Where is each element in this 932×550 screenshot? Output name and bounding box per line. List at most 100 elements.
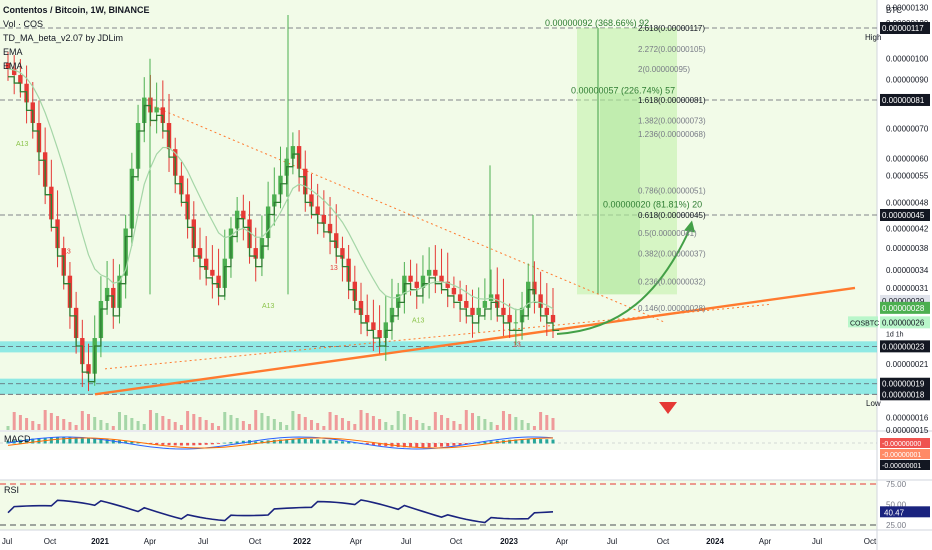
candle-body (340, 248, 345, 259)
macd-histogram-bar (173, 443, 177, 446)
macd-histogram-bar (186, 443, 190, 446)
macd-histogram-bar (192, 443, 196, 446)
macd-histogram-bar (520, 439, 524, 444)
macd-histogram-bar (93, 438, 97, 444)
volume-bar (99, 420, 103, 430)
fib-level-label: 0.146(0.00000028) (638, 304, 706, 313)
rsi-line (7, 499, 554, 524)
candle-body (5, 62, 11, 69)
fib-level-label: 1.382(0.00000073) (638, 116, 706, 125)
macd-histogram-bar (235, 441, 239, 444)
macd-histogram-bar (241, 440, 245, 444)
macd-histogram-bar (477, 442, 481, 444)
fib-level-label: 0.5(0.00000041) (638, 229, 697, 238)
volume-bar (248, 424, 252, 430)
price-tick-label: 0.00000100 (886, 55, 929, 64)
candle-body (513, 322, 519, 324)
volume-bar (316, 423, 320, 430)
time-axis-label: Oct (44, 537, 57, 546)
vol-label[interactable]: Vol · COS (3, 19, 44, 29)
macd-histogram-bar (6, 441, 10, 444)
macd-histogram-bar (452, 443, 456, 446)
projection-box (600, 92, 640, 295)
candle-body (389, 307, 395, 323)
candle-body (414, 281, 419, 288)
rising-trendline-dotted (104, 303, 771, 370)
volume-bar (402, 414, 406, 430)
td-marker: A13 (16, 141, 29, 148)
volume-bar (31, 421, 35, 430)
volume-bar (74, 425, 78, 430)
macd-histogram-bar (508, 439, 512, 444)
price-tick-label: 0.00000042 (886, 225, 929, 234)
symbol-title[interactable]: Contentos / Bitcoin, 1W, BINANCE (3, 5, 150, 15)
candle-body (439, 275, 444, 282)
candle-body (445, 281, 450, 288)
support-zone (0, 378, 877, 395)
volume-bar (340, 418, 344, 430)
time-axis-label: Jul (401, 537, 411, 546)
volume-bar (371, 416, 375, 430)
volume-bar (111, 426, 115, 430)
volume-bar (279, 422, 282, 430)
price-badge-label: 0.00000023 (882, 342, 925, 351)
projection-box (577, 28, 677, 295)
fib-level-label: 0.618(0.00000045) (638, 211, 706, 220)
volume-bar (409, 417, 413, 430)
candle-body (315, 206, 320, 215)
macd-histogram-bar (551, 439, 555, 444)
candle-body (371, 322, 376, 331)
macd-histogram-bar (136, 442, 140, 444)
volume-bar (148, 410, 152, 430)
volume-bar (173, 422, 177, 430)
volume-bar (365, 413, 369, 430)
ema-label-1[interactable]: EMA (3, 47, 23, 57)
candle-body (408, 275, 413, 282)
indicator-label[interactable]: TD_MA_beta_v2.07 by JDLim (3, 33, 124, 43)
price-tick-label: 0.00000016 (886, 413, 929, 422)
macd-histogram-bar (309, 439, 313, 444)
ema-label-2[interactable]: EMA (3, 61, 23, 71)
volume-bar (43, 410, 47, 430)
candle-body (426, 269, 432, 276)
volume-bar (421, 423, 425, 430)
volume-bar (49, 413, 53, 430)
td-marker: A13 (262, 303, 275, 310)
macd-histogram-bar (260, 440, 264, 444)
volume-bar (217, 426, 221, 430)
volume-bar (470, 413, 474, 430)
macd-histogram-bar (272, 439, 276, 444)
macd-histogram-bar (316, 439, 320, 444)
price-tick-label: 0.00000015 (886, 426, 929, 435)
candle-body (11, 68, 17, 76)
rsi-tick-label: 50.00 (886, 501, 907, 510)
time-axis-label: Apr (350, 537, 363, 546)
volume-bar (291, 411, 295, 430)
fib-level-label: 2(0.00000095) (638, 65, 690, 74)
candle-body (495, 294, 500, 308)
macd-histogram-bar (365, 443, 369, 445)
volume-bar (25, 418, 29, 430)
macd-histogram-bar (446, 443, 450, 447)
volume-bar (124, 415, 128, 430)
macd-badge-label: -0.00000000 (882, 441, 921, 448)
volume-bar (12, 412, 16, 430)
volume-bar (155, 413, 159, 430)
macd-histogram-bar (347, 441, 351, 444)
price-tick-label: 0.00000048 (886, 198, 929, 207)
macd-badge (880, 449, 930, 459)
time-axis-label: Jul (607, 537, 617, 546)
rsi-label[interactable]: RSI (4, 485, 20, 495)
rsi-badge (880, 506, 930, 518)
macd-histogram-bar (179, 443, 183, 446)
candle-body (241, 210, 246, 220)
macd-histogram-bar (198, 443, 202, 446)
macd-histogram-bar (334, 440, 338, 444)
macd-histogram-bar (489, 441, 493, 444)
candle-body (476, 307, 481, 315)
macd-label[interactable]: MACD (4, 434, 31, 444)
candle-body (216, 275, 221, 288)
macd-histogram-bar (124, 441, 128, 444)
macd-histogram-bar (279, 439, 282, 444)
price-badge-label: 0.00000045 (882, 211, 925, 220)
